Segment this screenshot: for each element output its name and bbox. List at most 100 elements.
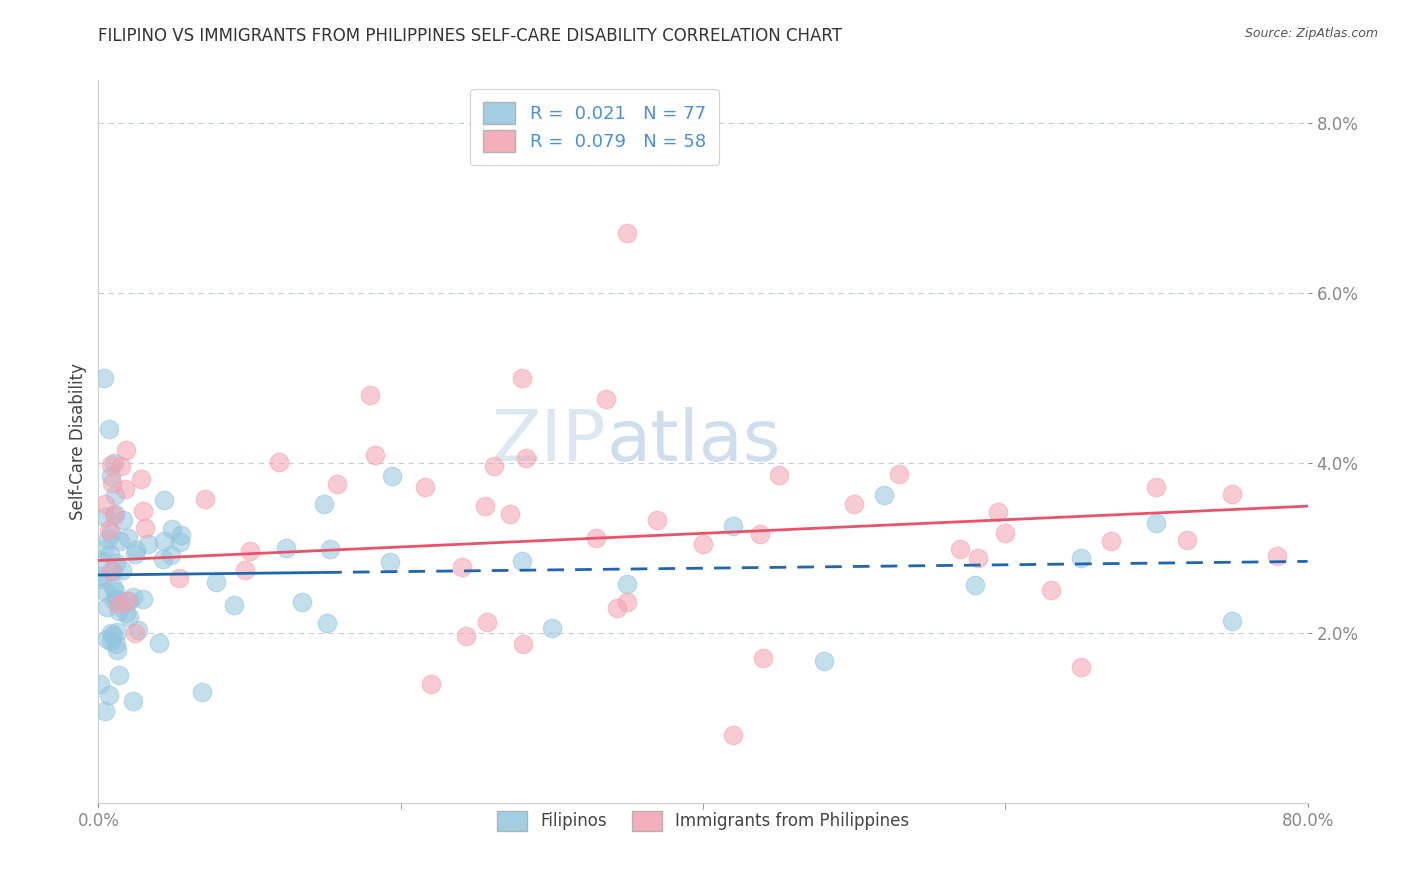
- Point: [512, 637, 534, 651]
- Point: [1144, 480, 1167, 494]
- Point: [965, 578, 987, 592]
- Point: [585, 531, 607, 545]
- Point: [115, 594, 138, 608]
- Point: [117, 531, 139, 545]
- Point: [692, 537, 714, 551]
- Point: [93, 371, 115, 385]
- Point: [420, 677, 443, 691]
- Point: [89, 553, 111, 567]
- Point: [844, 498, 866, 512]
- Point: [723, 728, 745, 742]
- Point: [118, 610, 141, 624]
- Point: [148, 636, 170, 650]
- Point: [94, 585, 117, 599]
- Point: [606, 601, 628, 615]
- Point: [1070, 551, 1092, 566]
- Point: [132, 592, 155, 607]
- Point: [413, 480, 436, 494]
- Point: [949, 541, 972, 556]
- Point: [127, 623, 149, 637]
- Point: [105, 592, 128, 607]
- Point: [510, 371, 533, 385]
- Point: [105, 637, 128, 651]
- Point: [89, 568, 111, 582]
- Point: [768, 468, 790, 483]
- Point: [110, 563, 132, 577]
- Point: [1267, 549, 1289, 564]
- Point: [1220, 614, 1243, 628]
- Point: [1099, 534, 1122, 549]
- Point: [104, 488, 127, 502]
- Point: [152, 552, 174, 566]
- Point: [110, 458, 132, 473]
- Point: [104, 556, 127, 570]
- Point: [108, 534, 131, 549]
- Point: [1144, 516, 1167, 530]
- Point: [107, 593, 129, 607]
- Point: [167, 571, 190, 585]
- Point: [152, 493, 174, 508]
- Point: [94, 497, 117, 511]
- Point: [104, 584, 127, 599]
- Point: [1039, 582, 1062, 597]
- Point: [752, 651, 775, 665]
- Point: [100, 633, 122, 648]
- Point: [170, 527, 193, 541]
- Point: [97, 532, 120, 546]
- Point: [378, 555, 401, 569]
- Point: [381, 469, 404, 483]
- Point: [889, 467, 911, 481]
- Point: [813, 655, 835, 669]
- Point: [94, 704, 117, 718]
- Point: [132, 504, 155, 518]
- Point: [191, 685, 214, 699]
- Point: [723, 519, 745, 533]
- Point: [107, 604, 129, 618]
- Point: [115, 442, 138, 457]
- Point: [364, 448, 387, 462]
- Text: atlas: atlas: [606, 407, 780, 476]
- Point: [129, 472, 152, 486]
- Point: [616, 227, 638, 241]
- Point: [482, 459, 505, 474]
- Point: [160, 522, 183, 536]
- Point: [117, 594, 139, 608]
- Point: [194, 492, 217, 507]
- Point: [107, 597, 129, 611]
- Point: [125, 543, 148, 558]
- Text: Source: ZipAtlas.com: Source: ZipAtlas.com: [1244, 27, 1378, 40]
- Point: [122, 590, 145, 604]
- Point: [103, 456, 125, 470]
- Point: [122, 694, 145, 708]
- Point: [540, 621, 562, 635]
- Point: [312, 497, 335, 511]
- Point: [100, 458, 122, 472]
- Point: [89, 677, 111, 691]
- Point: [1070, 660, 1092, 674]
- Point: [269, 455, 291, 469]
- Point: [91, 572, 114, 586]
- Point: [124, 625, 146, 640]
- Point: [98, 523, 121, 537]
- Point: [233, 563, 256, 577]
- Point: [291, 595, 314, 609]
- Point: [647, 513, 669, 527]
- Point: [274, 541, 297, 556]
- Point: [748, 527, 770, 541]
- Point: [474, 499, 496, 513]
- Point: [134, 521, 156, 535]
- Point: [98, 547, 121, 561]
- Point: [153, 534, 176, 549]
- Point: [204, 575, 226, 590]
- Point: [515, 450, 537, 465]
- Point: [477, 615, 499, 630]
- Point: [108, 668, 131, 682]
- Point: [100, 525, 122, 540]
- Point: [103, 565, 125, 579]
- Legend: Filipinos, Immigrants from Philippines: Filipinos, Immigrants from Philippines: [491, 805, 915, 838]
- Point: [93, 541, 115, 556]
- Point: [325, 477, 347, 491]
- Point: [319, 541, 342, 556]
- Point: [222, 598, 245, 612]
- Point: [239, 543, 262, 558]
